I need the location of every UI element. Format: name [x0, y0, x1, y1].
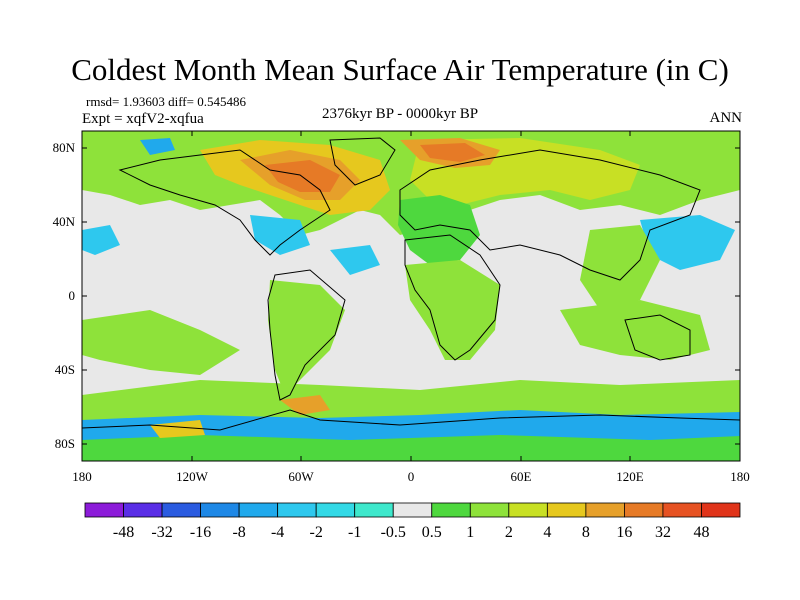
colorbar-box	[662, 502, 702, 518]
lat-tick-80N: 80N	[53, 140, 76, 155]
south-america-coastline	[267, 269, 346, 401]
lat-tick-40S: 40S	[55, 362, 75, 377]
tropical-atlantic-cool-patch	[330, 245, 380, 275]
north-pacific-cool-region	[640, 215, 735, 270]
colorbar-box	[238, 502, 279, 518]
colorbar-box	[701, 502, 741, 518]
pacific-cool-patch	[82, 225, 120, 255]
south-america-green-region	[268, 280, 345, 395]
colorbar-label: 1	[466, 524, 474, 541]
greenland-coastline	[329, 137, 396, 186]
colorbar-label: 0.5	[422, 524, 442, 541]
arctic-cool-patch	[140, 138, 175, 155]
weddell-warm-patch	[150, 420, 205, 438]
lat-tick-40N: 40N	[53, 214, 76, 229]
colorbar-box	[354, 502, 394, 518]
tropical-pacific-green-region	[82, 310, 240, 375]
colorbar-label: 48	[693, 524, 709, 541]
colorbar	[84, 502, 741, 518]
colorbar-box	[585, 502, 625, 518]
period-label: 2376kyr BP - 0000kyr BP	[321, 106, 479, 122]
antarctic-green-edge	[82, 435, 740, 461]
colorbar-box	[277, 502, 317, 518]
colorbar-box	[508, 502, 548, 518]
lon-tick-120w: 120W	[176, 469, 209, 484]
colorbar-label: -1	[348, 524, 361, 541]
coastlines	[82, 137, 740, 431]
colorbar-label: -16	[190, 524, 211, 541]
colorbar-label: -8	[232, 524, 245, 541]
colorbar-box	[84, 502, 124, 518]
lon-tick-180e: 180	[730, 469, 750, 484]
experiment-label: Expt = xqfV2-xqfua	[82, 111, 204, 127]
colorbar-box	[469, 502, 510, 518]
canada-hot-core	[265, 160, 340, 192]
lon-tick-60e: 60E	[511, 469, 532, 484]
lat-axis: 80N 40N 0 40S 80S	[53, 140, 740, 451]
colorbar-label: -2	[310, 524, 323, 541]
colorbar-label: 16	[616, 524, 632, 541]
colorbar-label: -0.5	[381, 524, 406, 541]
indian-ocean-green-region	[560, 300, 710, 360]
colorbar-label: 2	[505, 524, 513, 541]
colorbar-box	[546, 502, 587, 518]
lon-tick-60w: 60W	[288, 469, 314, 484]
map-title: Coldest Month Mean Surface Air Temperatu…	[71, 52, 729, 87]
colorbar-label: 8	[582, 524, 590, 541]
antarctic-warm-patch	[280, 395, 330, 415]
lat-tick-80S: 80S	[55, 436, 75, 451]
season-label: ANN	[709, 110, 743, 126]
lon-axis: 180 120W 60W 0 60E 120E 180	[72, 131, 750, 484]
stats-text: rmsd= 1.93603 diff= 0.545486	[86, 94, 246, 109]
colorbar-labels: -48 -32 -16 -8 -4 -2 -1 -0.5 0.5 1 2 4 8 16 32 48	[113, 524, 710, 541]
colorbar-box	[123, 502, 163, 518]
colorbar-box	[624, 502, 664, 518]
colorbar-label: -4	[271, 524, 284, 541]
north-atlantic-cool-region	[250, 215, 310, 255]
australia-coastline	[624, 314, 691, 361]
colorbar-label: -48	[113, 524, 134, 541]
lat-tick-0: 0	[69, 288, 76, 303]
africa-coastline	[404, 234, 501, 361]
europe-green-region	[398, 195, 480, 265]
colorbar-label: -32	[151, 524, 172, 541]
colorbar-label: 32	[655, 524, 671, 541]
lon-tick-120e: 120E	[616, 469, 644, 484]
lon-tick-0: 0	[408, 469, 415, 484]
east-asia-green-region	[580, 225, 660, 310]
colorbar-box	[161, 502, 201, 518]
colorbar-box	[315, 502, 356, 518]
colorbar-box	[431, 502, 471, 518]
siberia-hot-core	[420, 143, 485, 162]
colorbar-box	[200, 502, 240, 518]
colorbar-box	[392, 502, 433, 518]
antarctica-coastline	[82, 409, 740, 431]
north-america-coastline	[118, 149, 331, 256]
africa-green-region	[405, 260, 500, 360]
eurasia-coastline	[399, 149, 701, 281]
lon-tick-180w: 180	[72, 469, 92, 484]
colorbar-label: 4	[543, 524, 551, 541]
